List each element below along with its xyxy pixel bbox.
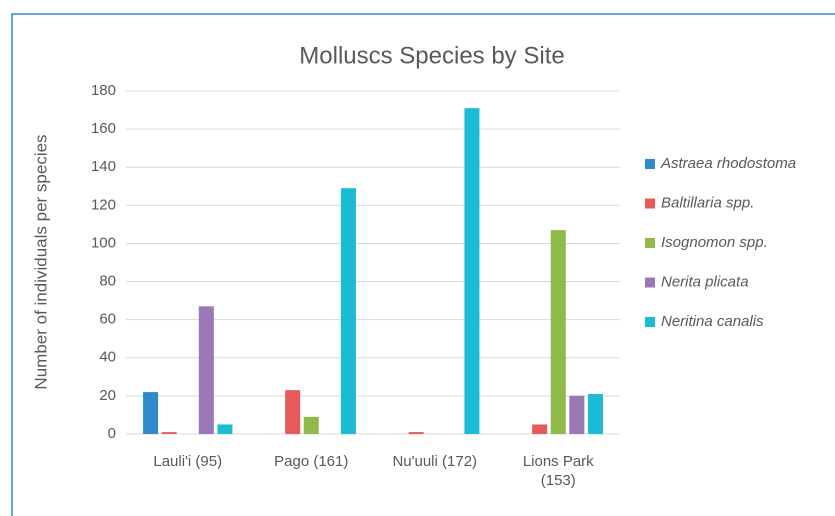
legend-label: Nerita plicata [661, 273, 749, 290]
y-tick-label: 40 [99, 349, 116, 366]
chart-border [11, 13, 835, 516]
y-axis-label: Number of individuals per species [31, 134, 50, 389]
bar [161, 432, 177, 434]
legend-swatch [645, 159, 655, 169]
bar [340, 188, 356, 434]
y-tick-label: 160 [91, 120, 116, 137]
chart-title: Molluscs Species by Site [299, 42, 564, 69]
bar [217, 424, 233, 434]
y-tick-label: 100 [91, 234, 116, 251]
x-tick-label: Pago (161) [274, 453, 349, 470]
y-tick-label: 60 [99, 311, 116, 328]
legend-label: Isognomon spp. [661, 234, 768, 251]
y-tick-label: 80 [99, 273, 116, 290]
bar [408, 432, 424, 434]
bar [569, 395, 585, 434]
x-tick-label: Nu'uuli (172) [392, 453, 478, 470]
bar [303, 416, 319, 434]
y-tick-label: 180 [91, 82, 116, 99]
bar [198, 306, 214, 434]
x-tick-label: Lions Park (153) [522, 453, 594, 489]
y-tick-label: 20 [99, 387, 116, 404]
x-tick-label: Lauli'i (95) [153, 453, 223, 470]
legend-swatch [645, 277, 655, 288]
bar [532, 424, 548, 434]
y-tick-label: 120 [91, 196, 116, 213]
bar [550, 230, 566, 434]
legend-label: Baltillaria spp. [661, 194, 754, 211]
y-tick-label: 140 [91, 158, 116, 175]
bar [587, 393, 603, 434]
bar [143, 392, 159, 434]
legend-swatch [645, 198, 655, 209]
legend-label: Neritina canalis [661, 313, 764, 330]
legend-label: Astraea rhodostoma [660, 155, 796, 172]
legend-swatch [645, 317, 655, 327]
bar [285, 390, 301, 434]
y-tick-label: 0 [108, 425, 116, 442]
legend-swatch [645, 238, 655, 248]
bar [464, 108, 480, 435]
